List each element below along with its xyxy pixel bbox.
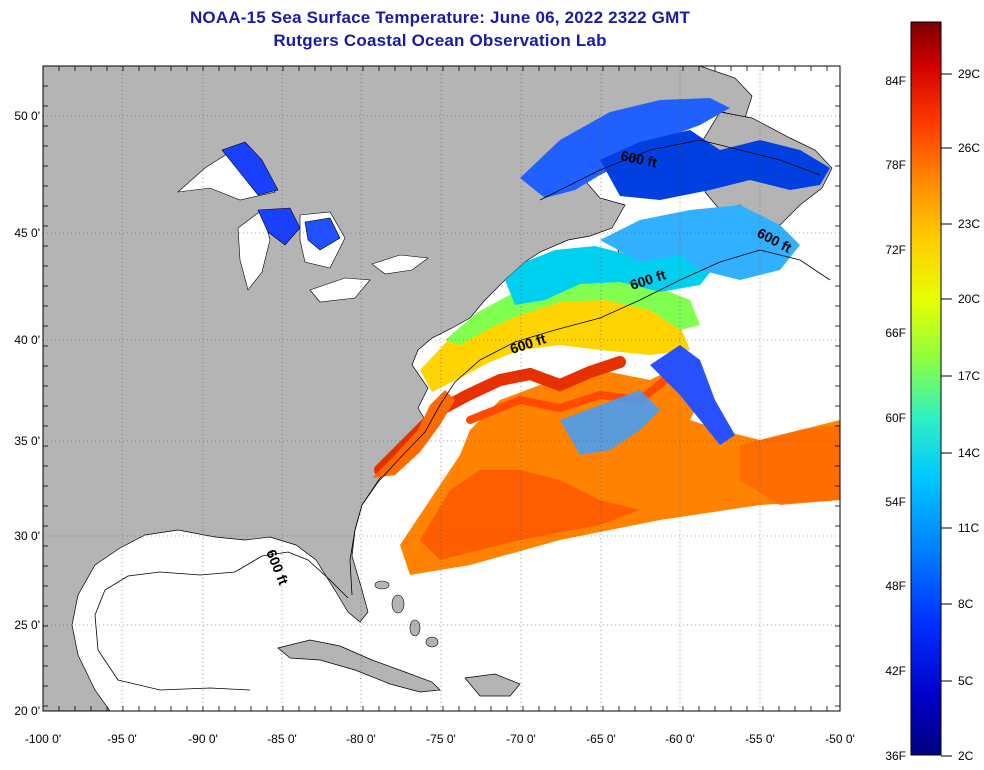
sst-sargasso-hot: [420, 470, 640, 560]
colorbar-c-label: 5C: [958, 674, 974, 688]
colorbar-f-label: 66F: [885, 326, 906, 340]
colorbar: [910, 21, 942, 756]
colorbar-f-label: 42F: [885, 664, 906, 678]
colorbar-c-label: 14C: [958, 446, 980, 460]
lon-label: -95 0': [107, 732, 137, 746]
colorbar-fahrenheit-labels: 84F 78F 72F 66F 60F 54F 48F 42F 36F: [885, 74, 906, 763]
lat-label: 40 0': [14, 333, 40, 347]
longitude-labels: -100 0' -95 0' -90 0' -85 0' -80 0' -75 …: [25, 732, 855, 746]
map-subtitle: Rutgers Coastal Ocean Observation Lab: [273, 31, 607, 50]
map-frame: [42, 65, 841, 712]
colorbar-f-label: 60F: [885, 411, 906, 425]
lon-label: -65 0': [586, 732, 616, 746]
lon-label: -60 0': [665, 732, 695, 746]
contour-label-st-lawrence: 600 ft: [619, 147, 658, 170]
colorbar-c-label: 2C: [958, 749, 974, 763]
latitude-labels: 50 0' 45 0' 40 0' 35 0' 30 0' 25 0' 20 0…: [14, 109, 40, 718]
colorbar-celsius-labels: 29C 26C 23C 20C 17C 14C 11C 8C 5C 2C: [958, 67, 980, 763]
lat-label: 35 0': [14, 434, 40, 448]
lon-label: -55 0': [745, 732, 775, 746]
lon-label: -50 0': [825, 732, 855, 746]
sst-cold-filaments: [560, 390, 660, 455]
colorbar-c-label: 29C: [958, 67, 980, 81]
sst-gulf-st-lawrence: [520, 98, 730, 198]
land-hispaniola: [464, 673, 521, 697]
graticule: [43, 66, 840, 711]
gulf-shelf-contour: [94, 551, 349, 691]
sst-scotian-shelf: [600, 205, 800, 280]
frame-ticks: [42, 65, 840, 711]
lat-label: 50 0': [14, 109, 40, 123]
colorbar-c-label: 8C: [958, 597, 974, 611]
colorbar-c-label: 20C: [958, 292, 980, 306]
colorbar-c-label: 17C: [958, 369, 980, 383]
sst-st-lawrence-cold: [600, 130, 830, 200]
lon-label: -75 0': [426, 732, 456, 746]
sst-carolina-coast: [372, 390, 455, 478]
land-bahamas: [374, 580, 439, 648]
colorbar-f-label: 48F: [885, 579, 906, 593]
lon-label: -80 0': [346, 732, 376, 746]
sst-slope-green: [445, 274, 700, 345]
great-lakes: [177, 141, 429, 303]
colorbar-f-label: 54F: [885, 495, 906, 509]
colorbar-f-label: 36F: [885, 749, 906, 763]
lon-label: -90 0': [188, 732, 218, 746]
atlantic-shelf-contour: [349, 249, 831, 596]
colorbar-c-label: 11C: [958, 521, 979, 535]
laurentian-channel-contour: [539, 139, 821, 201]
map-title: NOAA-15 Sea Surface Temperature: June 06…: [189, 8, 691, 27]
lat-label: 20 0': [14, 704, 40, 718]
colorbar-c-label: 26C: [958, 141, 980, 155]
colorbar-f-label: 78F: [885, 158, 906, 172]
colorbar-f-label: 84F: [885, 74, 906, 88]
sst-labrador-cold: [650, 345, 735, 445]
lat-label: 25 0': [14, 618, 40, 632]
lon-label: -70 0': [506, 732, 536, 746]
colorbar-c-label: 23C: [958, 217, 980, 231]
colorbar-ticks: [941, 73, 952, 757]
lon-label: -100 0': [25, 732, 61, 746]
sst-slope-yellow: [420, 290, 690, 392]
lat-label: 45 0': [14, 226, 40, 240]
sst-east-warm: [740, 425, 840, 505]
colorbar-f-label: 72F: [885, 243, 906, 257]
land-cuba: [277, 639, 441, 693]
lat-label: 30 0': [14, 529, 40, 543]
lon-label: -85 0': [267, 732, 297, 746]
